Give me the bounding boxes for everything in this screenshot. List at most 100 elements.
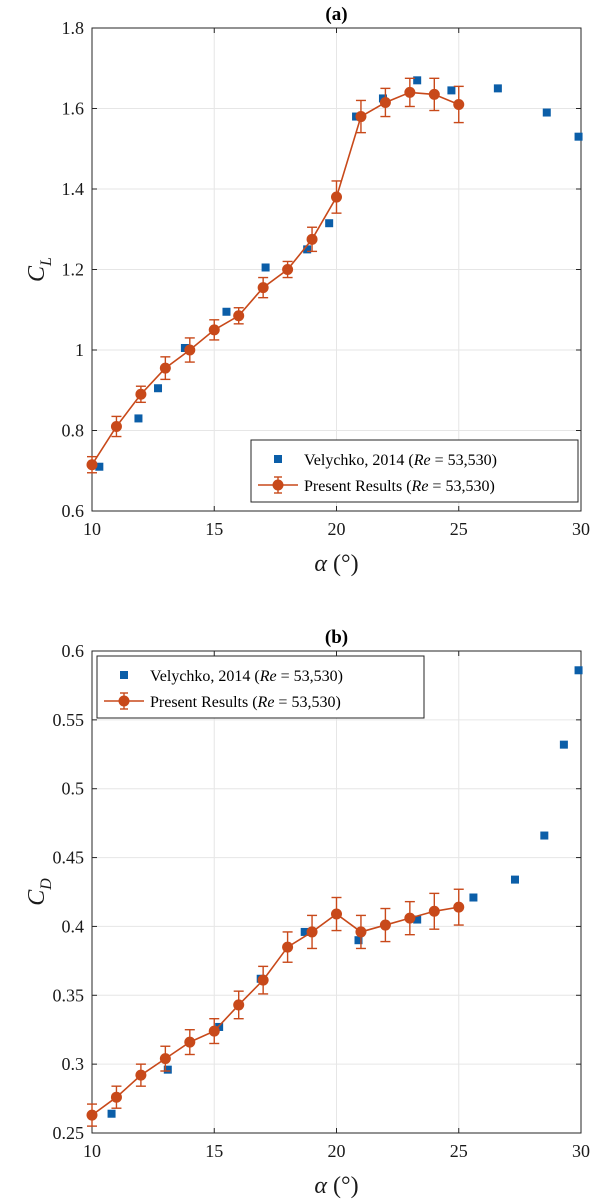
- legend-re-symbol: Re: [259, 668, 277, 685]
- legend-velychko-marker: [120, 671, 128, 679]
- velychko-point: [542, 108, 551, 117]
- velychko-point: [413, 915, 422, 924]
- legend: Velychko, 2014 (Re = 53,530)Present Resu…: [96, 655, 425, 719]
- chart-title: (b): [325, 627, 348, 648]
- legend-series-name: Present Results (: [150, 694, 258, 711]
- y-tick-label: 1.8: [62, 18, 85, 38]
- x-tick-label: 20: [328, 519, 346, 539]
- velychko-point: [303, 245, 312, 254]
- y-tick-label: 0.3: [62, 1054, 85, 1074]
- present-results-point: [233, 310, 245, 322]
- x-tick-label: 15: [205, 1141, 223, 1161]
- present-results-point: [453, 98, 465, 110]
- present-results-point: [282, 941, 294, 953]
- y-tick-label: 1: [75, 340, 84, 360]
- velychko-point: [261, 263, 270, 272]
- velychko-point: [300, 927, 309, 936]
- legend-re-symbol: Re: [411, 478, 429, 495]
- velychko-point: [510, 875, 519, 884]
- legend-re-symbol: Re: [413, 452, 431, 469]
- present-results-point: [331, 191, 342, 203]
- x-axis-symbol: α: [314, 551, 333, 577]
- y-tick-label: 0.5: [62, 779, 85, 799]
- legend-re-value: = 53,530): [428, 478, 494, 495]
- present-results-point: [159, 362, 171, 374]
- y-tick-label: 0.45: [53, 848, 85, 868]
- x-tick-label: 30: [572, 1141, 590, 1161]
- present-results-point: [86, 1109, 98, 1121]
- y-tick-label: 0.35: [53, 985, 85, 1005]
- x-tick-label: 10: [83, 519, 101, 539]
- panel-b-cd-chart: 10 15 20 25 30 0.25 0.3 0.35 0.4 0.45 0.5 0.55 0.6 (b…: [24, 627, 590, 1199]
- present-results-point: [428, 905, 440, 917]
- present-results-point: [86, 459, 98, 471]
- present-results-point: [159, 1053, 171, 1065]
- present-results-point: [404, 912, 416, 924]
- velychko-point: [540, 831, 549, 840]
- legend-box: [250, 439, 579, 503]
- velychko-point: [447, 86, 456, 95]
- x-tick-label: 25: [450, 1141, 468, 1161]
- present-results-point: [306, 233, 318, 245]
- present-results-point: [428, 88, 440, 100]
- present-results-point: [184, 1036, 196, 1048]
- legend-re-value: = 53,530): [277, 668, 343, 685]
- legend-velychko-marker: [274, 455, 282, 463]
- x-tick-label: 30: [572, 519, 590, 539]
- velychko-point: [325, 219, 334, 228]
- velychko-point: [354, 936, 363, 945]
- present-results-point: [282, 264, 294, 275]
- legend-re-value: = 53,530): [431, 452, 497, 469]
- legend-re-symbol: Re: [257, 694, 275, 711]
- y-tick-label: 0.4: [62, 916, 85, 936]
- legend-series-name: Present Results (: [304, 478, 412, 495]
- present-results-point: [331, 908, 342, 920]
- x-tick-label: 20: [328, 1141, 346, 1161]
- y-tick-label: 1.6: [62, 99, 85, 119]
- velychko-point: [134, 414, 143, 423]
- velychko-point: [574, 666, 583, 675]
- present-results-point: [379, 919, 391, 931]
- present-results-line: [91, 91, 460, 466]
- legend-label: Present Results (Re = 53,530): [150, 694, 341, 711]
- legend-label: Velychko, 2014 (Re = 53,530): [304, 452, 497, 469]
- x-axis-unit: (°): [333, 551, 359, 577]
- velychko-point: [574, 132, 583, 141]
- y-axis-label: CL: [24, 257, 55, 282]
- y-axis-symbol: C: [24, 265, 50, 282]
- velychko-point: [107, 1109, 116, 1118]
- velychko-point: [469, 893, 478, 902]
- present-results-point: [257, 282, 269, 294]
- y-tick-label: 0.6: [62, 501, 85, 521]
- chart-title: (a): [325, 4, 347, 25]
- velychko-point: [413, 76, 422, 85]
- legend-present-marker: [118, 695, 130, 707]
- legend-present-marker: [272, 479, 284, 491]
- x-axis-label: α (°): [314, 1173, 358, 1199]
- y-tick-label: 1.4: [62, 179, 85, 199]
- present-results-point: [257, 974, 269, 986]
- y-axis-label: CD: [24, 878, 55, 906]
- velychko-point: [163, 1065, 172, 1074]
- x-tick-label: 15: [205, 519, 223, 539]
- velychko-point: [559, 740, 568, 749]
- present-results-line: [91, 906, 459, 1116]
- present-results-point: [184, 344, 196, 356]
- y-axis-symbol: C: [24, 889, 50, 906]
- present-results-point: [135, 1069, 147, 1081]
- legend: Velychko, 2014 (Re = 53,530) Present Resu…: [250, 439, 579, 503]
- y-tick-label: 0.25: [53, 1123, 85, 1143]
- panel-a-cl-chart: 10 15 20 25 30 0.6 0.8 1 1.2 1.4 1.6 1.8 (a) α (°) CL V…: [24, 4, 590, 577]
- velychko-point: [222, 307, 231, 316]
- x-axis-label: α (°): [314, 551, 358, 577]
- present-results-point: [355, 926, 367, 938]
- legend-label: Velychko, 2014 (Re = 53,530): [150, 668, 343, 685]
- y-axis-subscript: L: [38, 257, 55, 267]
- present-results-point: [233, 999, 245, 1011]
- y-tick-label: 0.6: [62, 641, 85, 661]
- y-tick-label: 0.8: [62, 421, 85, 441]
- velychko-point: [154, 384, 163, 393]
- legend-series-name: Velychko, 2014 (: [150, 668, 260, 685]
- present-results-point: [135, 388, 147, 400]
